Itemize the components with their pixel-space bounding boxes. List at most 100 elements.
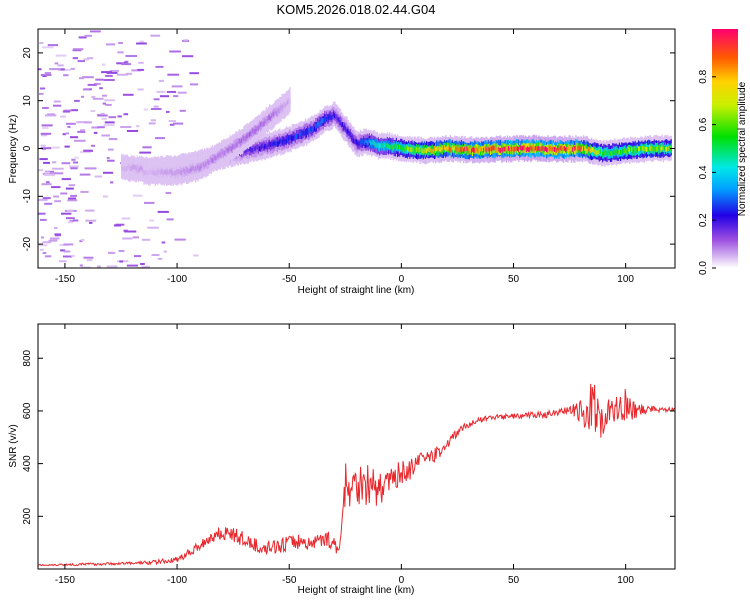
spectrogram-cell	[515, 145, 518, 151]
spectrogram-cell	[450, 147, 453, 152]
colorbar-label: Normalized spectral amplitude	[737, 81, 748, 216]
spectrogram-cell	[363, 139, 365, 145]
spectrogram-cell	[440, 147, 442, 153]
spectrogram-speckle	[126, 264, 138, 267]
spectrogram-speckle	[106, 71, 118, 74]
spectrogram-cell	[610, 151, 612, 156]
spectrogram-cell	[598, 149, 601, 155]
spectrogram-cell	[164, 169, 167, 174]
spectrogram-cell	[281, 139, 283, 145]
spectrogram-speckle	[94, 82, 101, 85]
spectrogram-speckle	[179, 109, 186, 112]
snr-x-label: Height of straight line (km)	[298, 585, 415, 596]
spectrogram-cell	[459, 147, 462, 152]
spectrogram-cell	[464, 146, 466, 152]
spectrogram-cell	[304, 129, 307, 135]
spectrogram-cell	[154, 171, 156, 176]
spectrogram-cell	[235, 143, 237, 149]
spectrogram-speckle	[100, 112, 105, 115]
spectrogram-speckle	[67, 209, 74, 212]
spectrogram-cell	[334, 113, 336, 119]
spectrogram-cell	[376, 142, 379, 148]
spectrogram-cell	[506, 145, 509, 150]
spectrogram-cell	[199, 166, 201, 171]
spectrogram-speckle	[193, 254, 199, 257]
spectrogram-cell	[182, 167, 185, 173]
spectrogram-cell	[288, 99, 290, 104]
spectrogram-cell	[149, 169, 151, 175]
spectrogram-cell	[331, 114, 334, 120]
colorbar-tick-label: 0.2	[698, 213, 709, 227]
spectrogram-cell	[205, 161, 207, 167]
spectrogram-speckle	[173, 95, 179, 98]
spectrogram-cell	[465, 146, 467, 152]
spectrogram-cell	[319, 121, 321, 127]
spectrogram-cell	[441, 145, 444, 151]
spectrogram-cell	[355, 138, 357, 144]
spectrogram-cell	[488, 147, 491, 153]
spectrogram-speckle	[68, 184, 76, 187]
spectrogram-speckle	[41, 134, 48, 137]
spectrogram-speckle	[101, 71, 112, 74]
spectrogram-cell	[382, 143, 384, 148]
spectrogram-speckle	[103, 124, 115, 127]
spectrogram-cell	[336, 115, 338, 120]
spectrogram-cell	[611, 151, 613, 157]
spectrogram-cell	[227, 148, 229, 153]
spectrogram-cell	[555, 146, 557, 152]
spectrogram-speckle	[79, 264, 83, 267]
spectrogram-cell	[601, 149, 603, 155]
spectrogram-cell	[202, 161, 205, 167]
spectrogram-cell	[220, 152, 223, 157]
spectrogram-cell	[252, 128, 254, 134]
spectrogram-cell	[257, 145, 260, 151]
spectrogram-speckle	[53, 100, 61, 103]
spectrogram-cell	[264, 143, 266, 149]
spectrogram-cell	[206, 161, 208, 167]
spectrogram-speckle	[74, 99, 80, 102]
spectrogram-cell	[662, 146, 665, 152]
spectrogram-cell	[666, 146, 668, 152]
spectrogram-cell	[275, 140, 278, 146]
spectrogram-cell	[189, 163, 191, 174]
x-tick-label: 100	[617, 274, 634, 285]
spectrogram-speckle	[106, 265, 118, 268]
spectrogram-cell	[287, 99, 289, 105]
spectrogram-marks	[38, 30, 672, 268]
spectrogram-cell	[294, 133, 297, 139]
spectrogram-cell	[626, 149, 629, 155]
spectrogram-cell	[263, 121, 265, 127]
snr-frame	[37, 323, 676, 570]
spectrogram-cell	[448, 146, 450, 151]
spectrogram-speckle	[41, 183, 52, 186]
spectrogram-cell	[253, 146, 255, 152]
spectrogram-speckle	[92, 97, 104, 100]
spectrogram-cell	[150, 169, 152, 174]
spectrogram-cell	[457, 147, 459, 153]
spectrogram-cell	[449, 147, 451, 153]
spectrogram-cell	[503, 146, 505, 152]
spectrogram-cell	[170, 168, 172, 174]
spectrogram-cell	[550, 146, 552, 152]
colorbar-tick-label: 0.6	[698, 117, 709, 131]
spectrogram-cell	[472, 147, 474, 152]
spectrogram-cell	[398, 144, 400, 150]
spectrogram-speckle	[54, 233, 61, 236]
spectrogram-cell	[655, 146, 658, 152]
spectrogram-cell	[244, 136, 246, 141]
spectrogram-cell	[478, 148, 481, 154]
spectrogram-cell	[302, 130, 305, 136]
spectrogram-cell	[374, 141, 376, 147]
spectrogram-cell	[558, 147, 560, 153]
spectrogram-cell	[173, 170, 176, 176]
spectrogram-cell	[361, 140, 363, 145]
spectrogram-cell	[275, 111, 278, 116]
spectrogram-cell	[548, 145, 550, 151]
spectrogram-speckle	[121, 63, 131, 66]
spectrogram-cell	[146, 170, 149, 176]
spectrogram-speckle	[57, 64, 64, 67]
spectrogram-cell	[569, 146, 571, 151]
spectrogram-cell	[504, 146, 506, 152]
spectrogram-speckle	[82, 76, 94, 79]
spectrogram-speckle	[166, 91, 177, 93]
